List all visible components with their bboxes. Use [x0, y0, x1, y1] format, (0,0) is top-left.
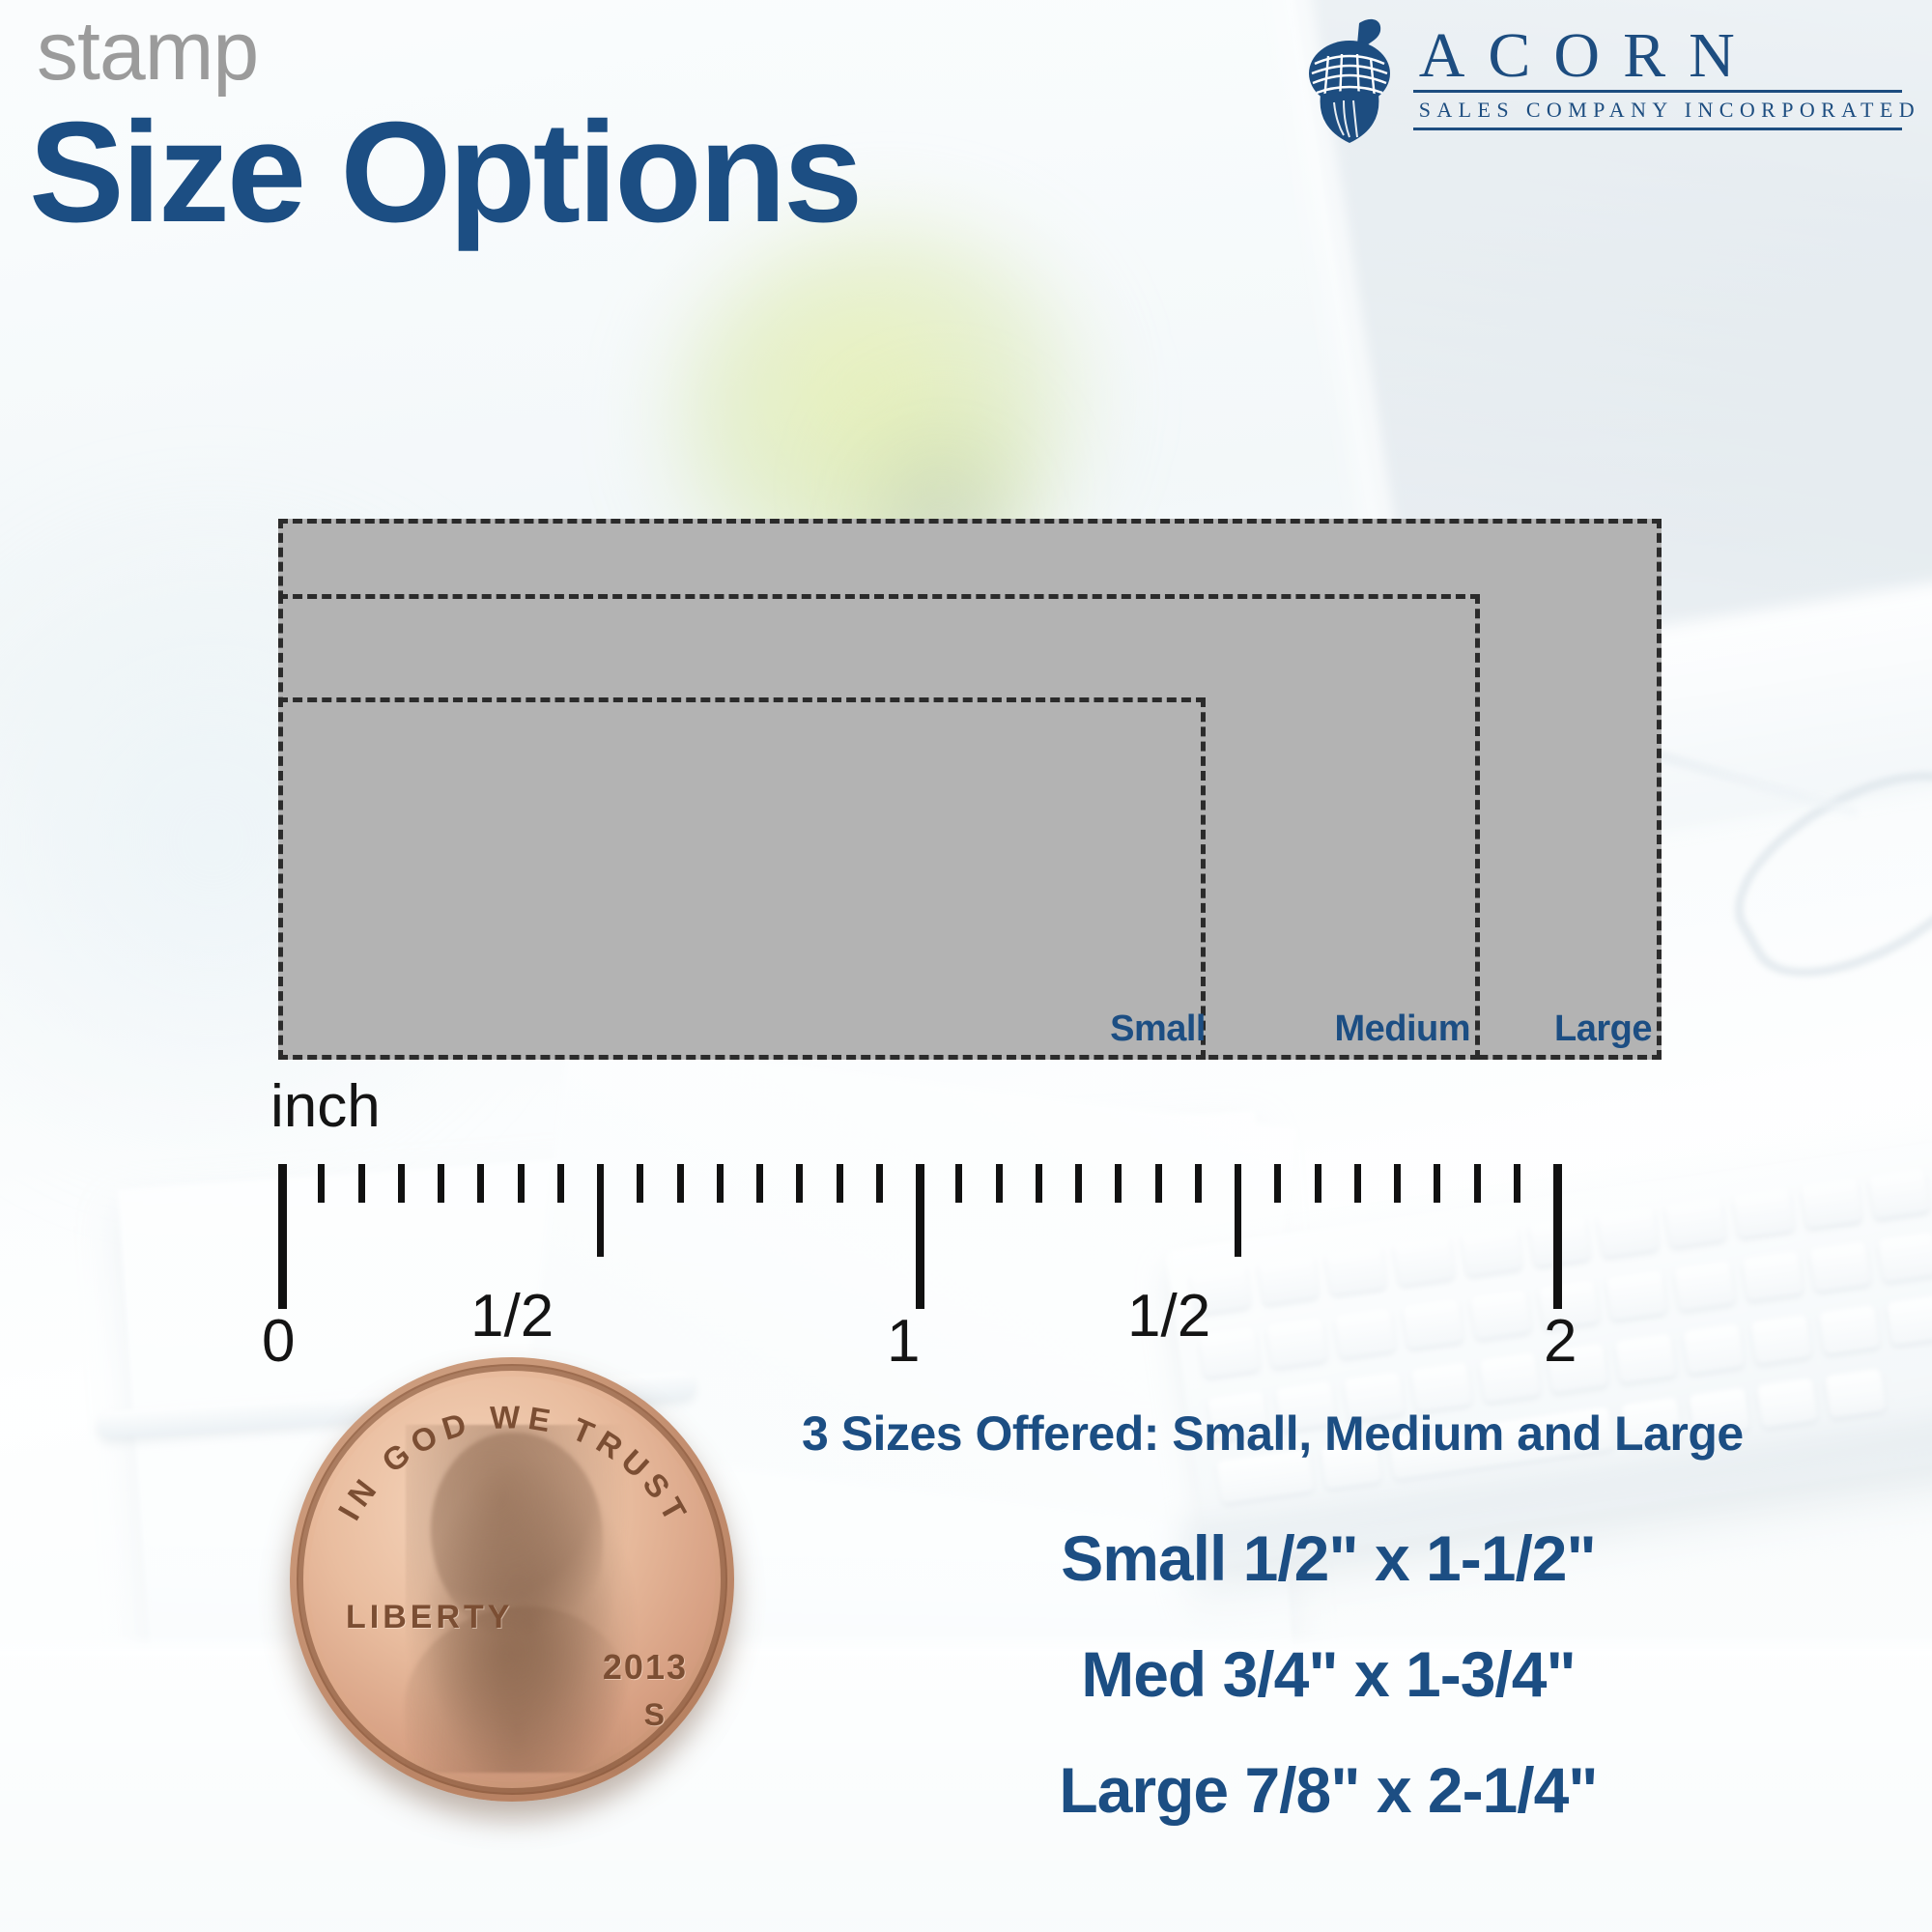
- brand-name: ACORN: [1418, 20, 1758, 91]
- ruler-tick-minor: [318, 1164, 326, 1203]
- ruler-tick-minor: [1035, 1164, 1042, 1203]
- ruler-tick-minor: [477, 1164, 485, 1203]
- ruler-tick-minor: [716, 1164, 724, 1203]
- ruler-tick-minor: [1473, 1164, 1481, 1203]
- ruler-label-half-2: 1/2: [1127, 1283, 1211, 1350]
- ruler-tick-minor: [1115, 1164, 1122, 1203]
- logo-divider-bottom: [1412, 127, 1902, 130]
- ruler-tick-minor: [836, 1164, 843, 1203]
- ruler-tick-half: [597, 1164, 604, 1257]
- penny-coin: IN GOD WE TRUST LIBERTY 2013 S: [290, 1357, 734, 1802]
- penny-mint-mark: S: [643, 1697, 665, 1732]
- sizes-offered-heading: 3 Sizes Offered: Small, Medium and Large: [802, 1406, 1744, 1461]
- ruler-tick-minor: [556, 1164, 564, 1203]
- eyebrow-label: stamp: [37, 5, 259, 98]
- ruler-tick-minor: [875, 1164, 883, 1203]
- ruler-tick-whole: [916, 1164, 924, 1309]
- ruler-label-0: 0: [262, 1308, 296, 1375]
- ruler-tick-minor: [756, 1164, 763, 1203]
- ruler-tick-minor: [357, 1164, 365, 1203]
- ruler-tick-minor: [637, 1164, 644, 1203]
- ruler-tick-minor: [995, 1164, 1003, 1203]
- svg-text:IN GOD WE TRUST: IN GOD WE TRUST: [331, 1399, 697, 1532]
- size-line-small: Small 1/2" x 1-1/2": [1061, 1522, 1597, 1594]
- size-comparison-boxes: Small Medium Large: [278, 519, 1662, 1060]
- lincoln-head: [431, 1433, 603, 1639]
- size-box-label-medium: Medium: [1334, 1009, 1470, 1049]
- penny-rim: [297, 1364, 727, 1795]
- size-box-small[interactable]: [278, 697, 1206, 1060]
- ruler-tick-whole: [1553, 1164, 1562, 1309]
- ruler-tick-minor: [1353, 1164, 1361, 1203]
- page-title: Size Options: [29, 93, 863, 252]
- lincoln-shoulders: [404, 1606, 628, 1798]
- ruler-tick-minor: [1314, 1164, 1321, 1203]
- brand-logo-text: ACORN SALES COMPANY INCORPORATED: [1412, 8, 1920, 130]
- ruler-tick-minor: [796, 1164, 804, 1203]
- penny-year: 2013: [602, 1647, 688, 1687]
- brand-tagline: SALES COMPANY INCORPORATED: [1418, 98, 1920, 123]
- ruler-tick-minor: [1194, 1164, 1202, 1203]
- size-box-label-large: Large: [1554, 1009, 1652, 1049]
- ruler-unit-label: inch: [270, 1073, 381, 1140]
- ruler-tick-minor: [1274, 1164, 1282, 1203]
- logo-divider-top: [1412, 90, 1902, 94]
- penny-liberty: LIBERTY: [346, 1599, 514, 1635]
- ruler-tick-minor: [438, 1164, 444, 1203]
- ruler-tick-whole: [278, 1164, 287, 1309]
- ruler-tick-minor: [1434, 1164, 1441, 1203]
- size-line-medium: Med 3/4" x 1-3/4": [1081, 1638, 1576, 1710]
- ruler-tick-minor: [1513, 1164, 1520, 1203]
- ruler-label-1: 1: [887, 1308, 921, 1375]
- size-box-label-small: Small: [1110, 1009, 1206, 1049]
- ruler-tick-minor: [397, 1164, 405, 1203]
- ruler-label-half-1: 1/2: [470, 1283, 554, 1350]
- brand-logo: ACORN SALES COMPANY INCORPORATED: [1299, 8, 1920, 149]
- ruler-tick-minor: [1154, 1164, 1162, 1203]
- ruler-tick-minor: [676, 1164, 684, 1203]
- acorn-icon: [1308, 18, 1390, 143]
- penny-motto: IN GOD WE TRUST: [331, 1399, 697, 1532]
- ruler-label-2: 2: [1544, 1308, 1577, 1375]
- ruler-tick-minor: [955, 1164, 963, 1203]
- penny-reference: IN GOD WE TRUST LIBERTY 2013 S: [290, 1357, 753, 1831]
- size-info-panel: 3 Sizes Offered: Small, Medium and Large…: [802, 1406, 1913, 1827]
- size-line-large: Large 7/8" x 2-1/4": [1059, 1754, 1598, 1826]
- inch-ruler: inch 0 1/2 1 1/2 2: [262, 1073, 1679, 1386]
- ruler-tick-minor: [1394, 1164, 1401, 1203]
- ruler-tick-minor: [1075, 1164, 1082, 1203]
- ruler-tick-minor: [517, 1164, 525, 1203]
- ruler-tick-half: [1235, 1164, 1241, 1257]
